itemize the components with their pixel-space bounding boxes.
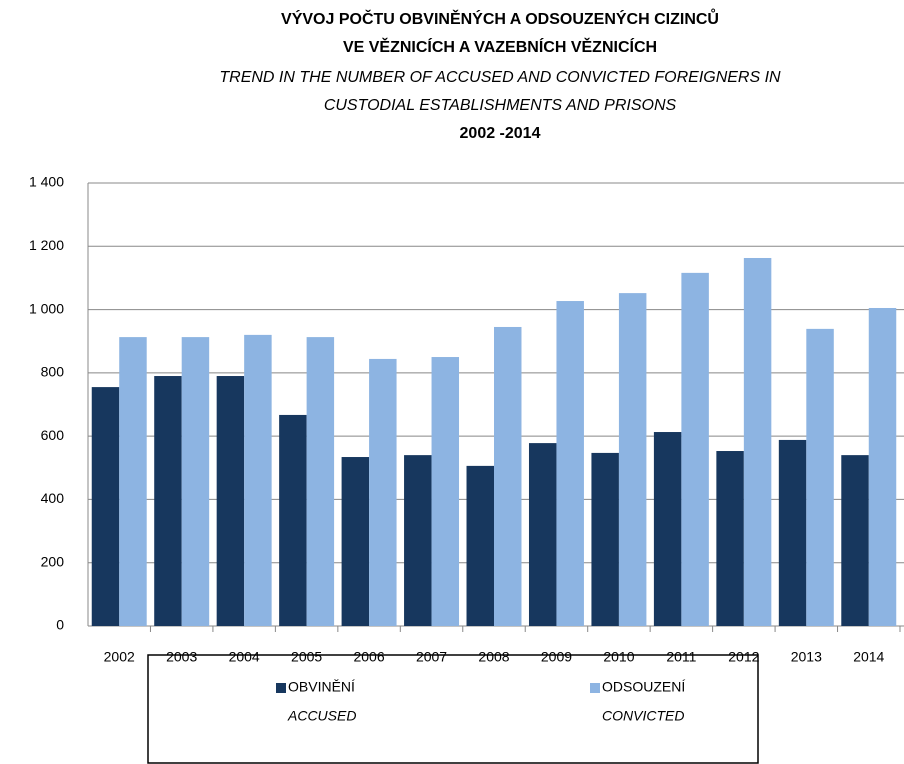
bar [341,457,370,626]
bar [778,439,807,626]
legend-box [147,654,759,764]
legend-swatch [276,683,286,693]
bar [306,337,335,626]
bar [868,307,897,626]
x-tick-label: 2008 [478,649,509,665]
x-tick-label: 2011 [666,649,696,665]
bar [743,257,772,626]
bar [279,414,307,626]
x-tick-label: 2006 [353,649,384,665]
bar [716,451,744,626]
bar [154,376,182,626]
bar [431,357,460,626]
x-tick-label: 2014 [853,649,884,665]
bar [806,328,834,626]
y-tick-label: 800 [41,364,65,380]
bar [618,293,647,626]
bar [404,455,432,626]
title-line: VÝVOJ POČTU OBVINĚNÝCH A ODSOUZENÝCH CIZ… [281,8,719,28]
bar [119,337,147,626]
legend-label-en: CONVICTED [602,708,684,724]
bar [466,465,494,626]
bar [91,387,120,626]
x-tick-label: 2007 [416,649,447,665]
y-tick-label: 1 200 [29,237,64,253]
y-tick-label: 600 [41,427,65,443]
bar [244,334,272,626]
legend-label: OBVINĚNÍ [288,679,355,695]
y-tick-label: 0 [56,617,64,633]
x-tick-label: 2002 [104,649,135,665]
y-tick-label: 1 000 [29,300,64,316]
bar [494,326,522,626]
bar [591,452,619,626]
x-tick-label: 2005 [291,649,322,665]
x-tick-label: 2010 [603,649,634,665]
legend-label-en: ACCUSED [287,708,356,724]
bar [841,455,869,626]
x-tick-label: 2009 [541,649,572,665]
legend-label: ODSOUZENÍ [602,679,685,695]
subtitle-line: CUSTODIAL ESTABLISHMENTS AND PRISONS [324,97,677,114]
x-tick-label: 2012 [728,649,759,665]
legend-swatch [590,683,600,693]
x-tick-label: 2013 [791,649,822,665]
x-tick-label: 2004 [229,649,260,665]
bar [556,301,584,626]
subtitle-line: TREND IN THE NUMBER OF ACCUSED AND CONVI… [219,69,781,86]
x-tick-label: 2003 [166,649,197,665]
title-line: VE VĚZNICÍCH A VAZEBNÍCH VĚZNICÍCH [343,37,657,56]
bar [681,272,709,626]
bar [216,376,245,626]
period: 2002 -2014 [460,125,541,142]
y-tick-label: 400 [41,490,65,506]
y-tick-label: 1 400 [29,174,64,190]
bar [653,432,682,626]
bar [528,443,557,626]
y-tick-label: 200 [41,553,65,569]
bar [181,337,210,626]
bar [369,358,397,626]
